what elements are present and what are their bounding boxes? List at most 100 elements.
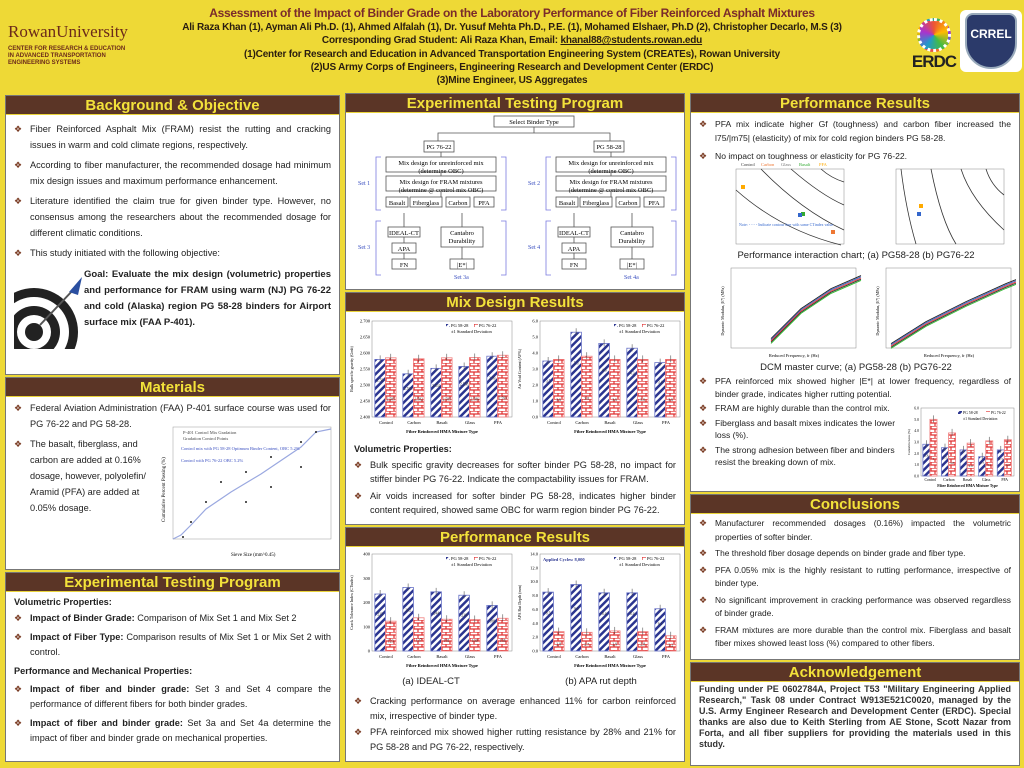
bar-pg76-22-carbon [948,432,956,477]
bar-pg76-22-carbon [413,617,425,652]
bar-pg58-28-basalt [430,591,442,652]
flow-label: APA [398,246,411,253]
bullet: The basalt, fiberglass, and carbon are a… [14,436,148,516]
x-tick-label: Glass [633,654,643,659]
data-label: 2.58 [377,378,384,382]
bullet: According to fiber manufacturer, the rec… [14,157,331,189]
bullet: No impact on toughness or elasticity for… [699,149,1011,163]
x-tick-label: Basalt [436,420,448,425]
svg-text:Basalt: Basalt [799,162,811,167]
erdc-logo: ERDC [905,18,963,72]
flow-box [473,196,495,208]
x-tick-label: Control [547,654,562,659]
bar-pg58-28-pfa [996,449,1005,477]
flow-label: Fiberglass [413,200,440,207]
data-label: 2.8 [924,453,928,457]
data-label: 3.8 [584,397,589,401]
flow-box [579,196,613,208]
x-tick-label: Basalt [604,654,616,659]
bar-pg76-22-pfa [497,617,509,652]
y-tick-label: 0 [368,649,371,654]
flow-label: Cantabro [620,230,644,237]
flow-label: Basalt [559,200,575,207]
svg-text:Cumulative Percent Passing (%): Cumulative Percent Passing (%) [162,457,167,522]
bar-pg76-22-basalt [609,359,621,418]
x-tick-label: Glass [633,420,643,425]
bullet: Cracking performance on average enhanced… [354,694,676,723]
flow-label: Durability [449,238,476,245]
y-tick-label: 14.0 [530,552,539,557]
x-tick-label: Control [379,420,394,425]
set-bracket [375,156,507,276]
flow-connector [403,152,463,259]
bar-pg58-28-carbon [402,373,414,418]
y-tick-label: 2.450 [360,399,371,404]
data-label: 3.6 [668,398,673,402]
set-label: Set 3a [454,275,469,281]
bullet: PFA reinforced mix showed higher rutting… [354,725,676,754]
data-label: 3.6 [556,398,561,402]
legend-swatch [642,324,646,327]
data-label: 244 [433,611,439,615]
affiliation-1: (1)Center for Research and Education in … [244,48,780,60]
data-label: 235 [377,613,383,617]
y-tick-label: 2.0 [532,635,538,640]
y-axis-label: Air Void Content (AV%) [517,348,522,389]
poster-title: Assessment of the Impact of Binder Grade… [209,6,815,20]
y-tick-label: 6.0 [532,319,538,324]
background-panel: Background & Objective Fiber Reinforced … [5,95,340,375]
cantabro-chart: 0.0 1.0 2.0 3.0 4.0 5.0 6.0 2.8 5 Control 2.53.8 Ca… [907,407,1015,488]
bar-pg58-28-basalt [959,449,968,477]
y-tick-label: 6.0 [914,407,919,411]
dartboard-icon [14,277,82,349]
x-axis-label: Reduced Frequency, fr (Hz) [924,353,975,359]
data-label: 2.535 [404,387,413,391]
flow-label: Carbon [448,200,468,207]
email-link[interactable]: khanal88@students.rowan.edu [560,35,703,47]
data-label: 3.1 [987,463,991,467]
materials-panel: Materials Federal Aviation Administratio… [5,377,340,570]
flow-box [409,196,443,208]
svg-text:Gradation Control Points: Gradation Control Points [183,436,228,441]
flowchart-panel: Experimental Testing Program Select Bind… [345,93,685,290]
data-label: 2.3 [999,457,1003,461]
data-label: 2.5 [943,455,947,459]
flow-label: FN [570,262,579,269]
flow-label: FN [400,262,409,269]
flow-label: (determine OBC) [588,168,633,175]
gmb-chart: 2.4002.4502.5002.5502.6002.6502.7002.582… [349,319,513,434]
legend-label: PG 58-28 [963,411,978,415]
corresponding: Corresponding Grad Student: Ali Raza Kha… [321,35,703,47]
x-tick-label: Control [547,420,562,425]
set-label: Set 2 [528,181,540,187]
flow-box [643,196,665,208]
x-axis-label: Fiber Reinforced HMA Mixture Type [406,429,478,434]
svg-text:Control with PG 76-22 OBC 5.2%: Control with PG 76-22 OBC 5.2% [181,458,244,463]
flow-label: Mix design for FRAM mixtures [569,179,653,186]
legend-swatch [446,324,450,327]
y-tick-label: 2.0 [532,383,538,388]
data-label: 123 [388,640,394,644]
data-label: 5.3 [574,361,579,365]
interaction-charts: Control Carbon Glass Basalt PFA Note: - - - … [735,162,1005,246]
data-label: 2.586 [470,397,479,401]
authors-block: Ali Raza Khan (1), Ayman Ali Ph.D. (1), … [132,21,892,87]
legend-swatch [614,557,618,560]
data-label: 2.7 [584,643,589,647]
section-heading: Materials [6,378,339,397]
goal-text: Goal: Evaluate the mix design (volumetri… [84,269,331,328]
conclusions-panel: Conclusions Manufacturer recommended dos… [690,494,1020,660]
flow-connector [437,127,611,141]
y-tick-label: 4.0 [532,351,538,356]
x-tick-label: PFA [494,654,503,659]
legend-label: ±1 Standard Deviation [963,417,997,421]
chart-annotation: Applied Cycles: 8,000 [543,557,585,562]
flow-box [615,196,641,208]
bar-pg76-22-basalt [609,630,621,652]
svg-text:Note: - - - - Indicate contour: Note: - - - - Indicate contour line with… [739,222,833,227]
flow-label: PG 76-22 [426,144,451,151]
flow-label: Carbon [618,200,638,207]
bar-pg58-28-pfa [486,605,498,652]
y-tick-label: 1.0 [914,463,919,467]
data-label: 9.6 [574,607,579,611]
